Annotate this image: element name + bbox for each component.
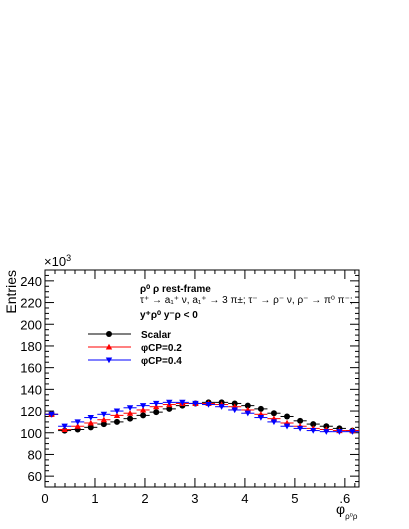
y-tick-label: 140: [20, 382, 42, 397]
series-1-point: [100, 416, 108, 423]
series-0-point: [297, 417, 304, 424]
series-2-point: [126, 405, 134, 411]
series-2-point: [310, 428, 317, 434]
series-0-point: [231, 400, 238, 407]
y-tick-label: 100: [20, 426, 42, 441]
series-0-point: [270, 410, 277, 417]
series-0-point: [153, 409, 160, 416]
y-tick-label: 60: [28, 469, 42, 484]
x-tick-label: 1: [91, 491, 98, 506]
y-tick-label: 80: [28, 447, 42, 462]
x-tick-labels: 0 1 2 3 4 5 .6: [41, 491, 350, 506]
annotation-block: ρ⁰ ρ rest-frame τ⁺ → a₁⁺ ν, a₁⁺ → 3 π±; …: [140, 284, 353, 321]
y-tick-label: 180: [20, 339, 42, 354]
series-2-point: [283, 423, 291, 430]
series-2-point: [231, 407, 238, 414]
series-2-point: [152, 400, 160, 407]
legend: Scalar φCP=0.2 φCP=0.4: [88, 330, 182, 367]
series-0-point: [166, 405, 173, 412]
series-2-point: [336, 429, 343, 435]
legend-marker-1: [105, 343, 113, 350]
axes-ticks: [44, 270, 359, 487]
series-2-point: [179, 399, 186, 406]
y-multiplier-base: ×10: [44, 254, 66, 269]
series-0-point: [127, 415, 134, 422]
series-2-point: [296, 425, 304, 432]
series-0-point: [257, 405, 264, 412]
series-2-point: [192, 400, 199, 407]
series-2-point: [74, 419, 81, 426]
series-2-point: [87, 415, 94, 421]
x-tick-label: 4: [241, 491, 248, 506]
series-layer: [45, 399, 359, 435]
y-tick-label: 120: [20, 404, 42, 419]
x-tick-label: 3: [191, 491, 198, 506]
y-tick-label: 220: [20, 296, 42, 311]
x-tick-label: 2: [141, 491, 148, 506]
series-0-point: [140, 412, 147, 419]
series-0-point: [323, 423, 330, 430]
series-1-point: [87, 419, 94, 426]
annotation-cut-label: y⁺ρ⁰ y⁻ρ < 0: [140, 310, 198, 321]
series-2-point: [113, 408, 121, 415]
legend-marker-2: [105, 357, 113, 364]
series-1-point: [126, 410, 134, 416]
y-axis-title: Entries: [3, 270, 19, 314]
x-axis-title: φρ⁰ρ: [336, 501, 358, 521]
series-2-point: [100, 411, 108, 418]
legend-marker-0: [106, 331, 112, 337]
series-2-point: [48, 411, 55, 418]
y-tick-label: 200: [20, 317, 42, 332]
legend-label-2: φCP=0.4: [141, 356, 182, 367]
series-2-point: [205, 401, 212, 408]
series-2-point: [270, 419, 278, 426]
series-0-point: [310, 421, 317, 428]
y-tick-label: 240: [20, 274, 42, 289]
x-axis-title-sub: ρ⁰ρ: [345, 512, 358, 521]
series-2-point: [244, 410, 252, 417]
x-tick-label: 0: [41, 491, 48, 506]
series-2-point: [257, 415, 265, 421]
series-2-point: [323, 429, 330, 435]
series-2-point: [61, 423, 68, 430]
legend-label-0: Scalar: [141, 330, 171, 341]
series-2-point: [349, 429, 356, 435]
series-0-point: [284, 413, 291, 420]
series-1-point: [139, 406, 147, 413]
y-multiplier: ×103: [44, 253, 71, 269]
series-2: [45, 399, 359, 435]
y-multiplier-exp: 3: [66, 253, 71, 263]
y-tick-label: 160: [20, 361, 42, 376]
series-0-point: [113, 418, 120, 425]
series-0-point: [87, 424, 94, 431]
series-2-point: [139, 403, 147, 409]
series-2-point: [166, 399, 173, 406]
x-axis-title-main: φ: [336, 501, 345, 517]
x-tick-label: 5: [291, 491, 298, 506]
series-1-point: [74, 423, 81, 429]
x-tick-label: .6: [339, 491, 350, 506]
annotation-decay-label: τ⁺ → a₁⁺ ν, a₁⁺ → 3 π±; τ⁻ → ρ⁻ ν, ρ⁻ → …: [140, 295, 353, 306]
series-1-point: [113, 412, 121, 418]
annotation-frame-label: ρ⁰ ρ rest-frame: [140, 284, 211, 295]
series-2-point: [218, 404, 225, 410]
legend-label-1: φCP=0.2: [141, 343, 182, 354]
series-0-point: [100, 421, 107, 428]
y-tick-labels: 60 80 100 120 140 160 180 200 220 240: [20, 274, 42, 484]
series-0-point: [244, 402, 251, 409]
